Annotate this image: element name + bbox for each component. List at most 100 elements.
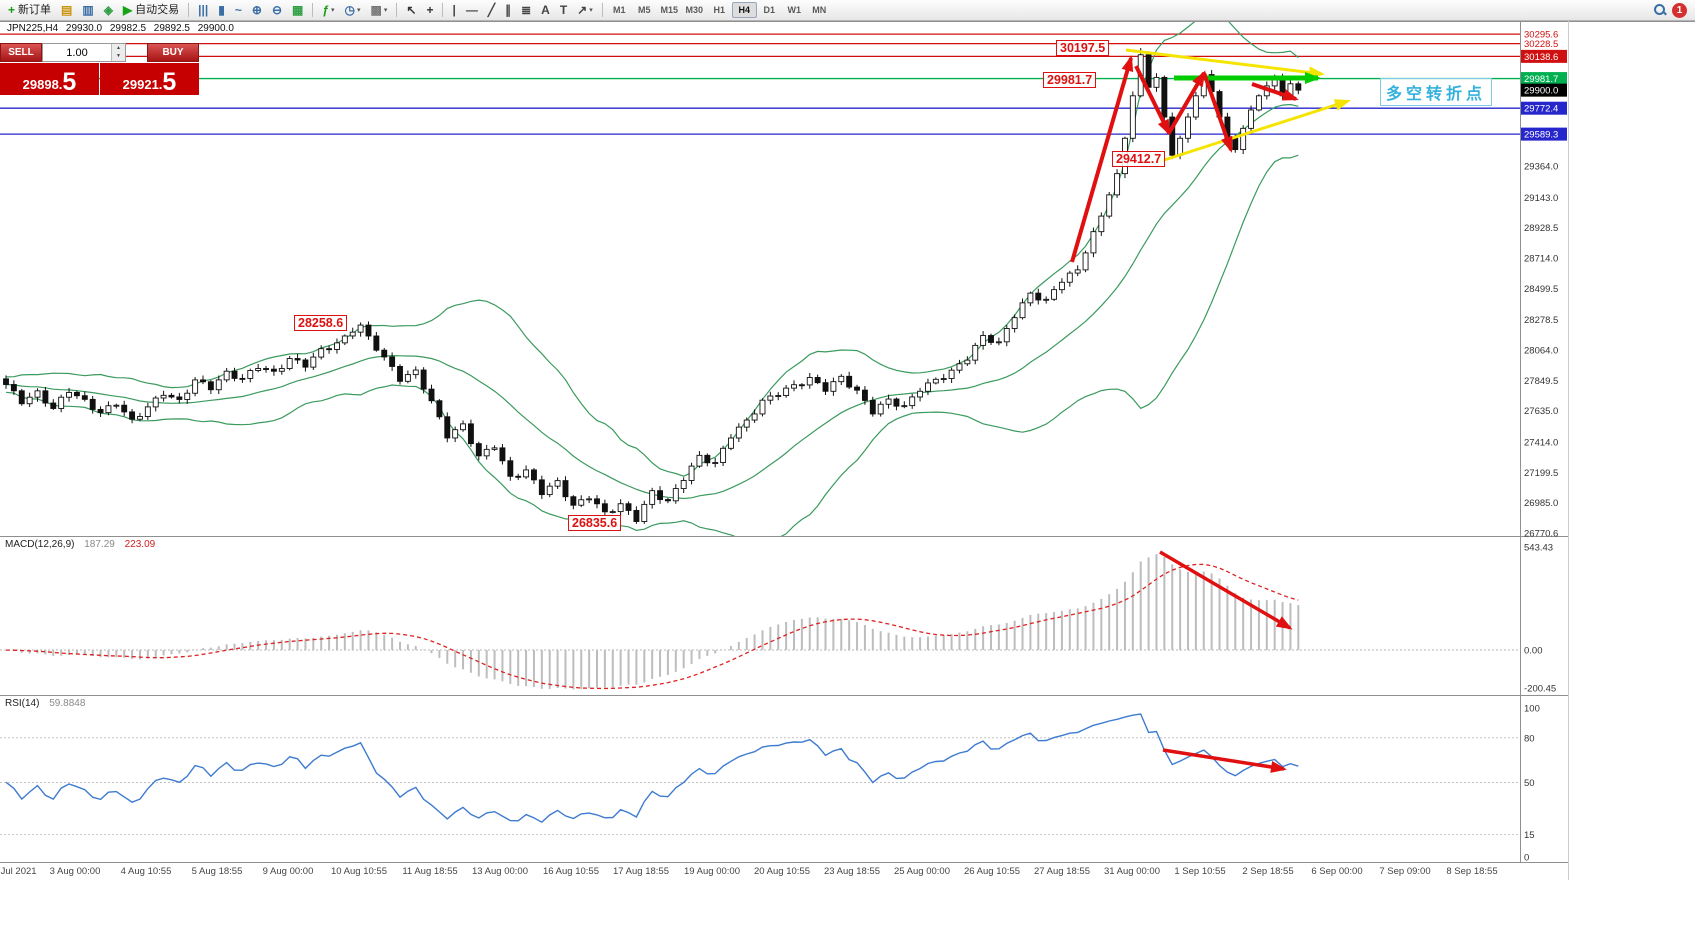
red-indicator-arrow [1159,550,1293,630]
volume-spinner: ▲ ▼ [111,44,125,61]
rsi-name: RSI(14) [5,698,40,709]
timeframe-w1-button[interactable]: W1 [782,2,807,18]
toolbar-separator [442,3,444,17]
price-callout[interactable]: 29412.7 [1112,151,1166,167]
text-icon: A [541,3,550,17]
price-callout[interactable]: 28258.6 [294,315,348,331]
svg-text:29900.0: 29900.0 [1524,86,1558,97]
price-callout[interactable]: 26835.6 [568,515,622,531]
label-button[interactable]: T [556,2,571,19]
svg-text:27635.0: 27635.0 [1524,406,1558,417]
svg-text:100: 100 [1524,704,1540,715]
zoom-in-icon: ⊕ [251,3,262,17]
charts-profile-button[interactable]: ▤ [57,2,76,19]
periods-menu-button[interactable]: ◷ ▾ [341,2,365,19]
one-click-trading-panel: SELL ▲ ▼ BUY 29898.5 29921.5 [0,43,199,95]
crosshair-icon: + [426,3,434,17]
buy-button[interactable]: BUY [147,43,199,62]
svg-text:20 Aug 10:55: 20 Aug 10:55 [754,866,810,877]
line-chart-icon: ~ [234,3,242,17]
red-zigzag-arrow [1134,65,1171,136]
autotrading-play-icon: ▶ [122,3,133,17]
svg-text:28928.5: 28928.5 [1524,223,1558,234]
crosshair-button[interactable]: + [422,2,437,19]
ohlc-high: 29982.5 [109,23,147,34]
svg-text:26 Aug 10:55: 26 Aug 10:55 [964,866,1020,877]
sell-button[interactable]: SELL [0,43,42,62]
macd-axis: 543.43 0.00 -200.45 [1524,542,1556,694]
svg-text:23 Aug 18:55: 23 Aug 18:55 [824,866,880,877]
horizontal-line-button[interactable]: — [462,2,482,19]
trendline-button[interactable]: ╱ [484,2,499,19]
notification-badge[interactable]: 1 [1672,2,1687,18]
trade-prices-row: 29898. 5 29921. 5 [0,63,199,95]
market-watch-button[interactable]: ▥ [78,2,97,19]
clock-icon: ◷ [344,3,356,17]
navigator-button[interactable]: ◈ [100,2,117,19]
svg-text:4 Aug 10:55: 4 Aug 10:55 [121,866,172,877]
svg-text:543.43: 543.43 [1524,542,1553,553]
market-watch-icon: ▥ [82,3,94,17]
search-icon[interactable] [1653,3,1667,17]
toolbar-button-label: 自动交易 [135,3,180,16]
svg-text:31 Aug 00:00: 31 Aug 00:00 [1104,866,1160,877]
svg-text:6 Sep 00:00: 6 Sep 00:00 [1311,866,1362,877]
yellow-trendline [1157,99,1351,164]
chevron-down-icon: ▾ [357,6,361,14]
line-chart-button[interactable]: ~ [231,2,246,19]
fibonacci-button[interactable]: ≣ [517,2,535,19]
rsi-line [5,713,1299,824]
timeframe-m5-button[interactable]: M5 [632,2,657,18]
ask-price[interactable]: 29921. 5 [100,63,199,95]
toolbar-separator [312,3,314,17]
svg-text:10 Aug 10:55: 10 Aug 10:55 [331,866,387,877]
arrows-menu-button[interactable]: ↗ ▾ [573,2,597,19]
templates-menu-button[interactable]: ▩ ▾ [367,2,392,19]
volume-up-button[interactable]: ▲ [112,44,125,53]
autotrading-button[interactable]: ▶ 自动交易 [119,2,183,19]
svg-text:8 Sep 18:55: 8 Sep 18:55 [1446,866,1497,877]
svg-text:27849.5: 27849.5 [1524,376,1558,387]
text-button[interactable]: A [537,2,554,19]
time-axis: 30 Jul 2021 3 Aug 00:00 4 Aug 10:55 5 Aug 1… [0,866,1498,877]
ask-price-big-digit: 5 [162,68,177,96]
red-indicator-arrow [1162,748,1287,773]
timeframe-m15-button[interactable]: M15 [657,2,682,18]
price-callout[interactable]: 30197.5 [1056,40,1110,56]
volume-down-button[interactable]: ▼ [112,52,125,61]
svg-text:28064.0: 28064.0 [1524,345,1558,356]
timeframe-h4-button[interactable]: H4 [731,2,757,18]
timeframe-mn-button[interactable]: MN [807,2,832,18]
trendline-icon: ╱ [487,3,496,17]
chevron-down-icon: ▾ [589,6,593,14]
candlestick-chart-button[interactable]: ▮ [214,2,229,19]
zoom-in-button[interactable]: ⊕ [248,2,266,19]
bid-price[interactable]: 29898. 5 [0,63,99,95]
toolbar-button-group: + 新订单 ▤ ▥ ◈ ▶ 自动交易 ||| ▮ ~ ⊕ ⊖ ▦ ƒ ▾ ◷ ▾ ▩ ▾ ↖ + | — ╱ ∥ ≣ A T ↗ ▾ M1 M… [3,0,1653,20]
cursor-button[interactable]: ↖ [402,2,420,19]
timeframe-h1-button[interactable]: H1 [707,2,732,18]
tile-windows-button[interactable]: ▦ [288,2,307,19]
svg-text:0.00: 0.00 [1524,646,1543,657]
chart-window-icon: ▤ [61,3,73,17]
new-order-button[interactable]: + 新订单 [4,2,55,19]
timeframe-m1-button[interactable]: M1 [607,2,632,18]
bar-chart-button[interactable]: ||| [194,2,212,19]
vertical-line-icon: | [452,3,456,17]
annotations[interactable] [1070,48,1351,773]
vertical-line-button[interactable]: | [448,2,459,19]
svg-text:30 Jul 2021: 30 Jul 2021 [0,866,37,877]
turning-point-note[interactable]: 多空转折点 [1380,78,1493,106]
channel-button[interactable]: ∥ [501,2,515,19]
timeframe-m30-button[interactable]: M30 [682,2,707,18]
zoom-out-button[interactable]: ⊖ [268,2,286,19]
timeframe-d1-button[interactable]: D1 [757,2,782,18]
price-callout[interactable]: 29981.7 [1043,72,1097,88]
volume-input[interactable] [43,44,111,61]
indicators-menu-button[interactable]: ƒ ▾ [318,2,338,19]
bar-chart-icon: ||| [198,3,209,17]
toolbar-separator [188,3,190,17]
macd-indicator-label: MACD(12,26,9) 187.29 223.09 [5,539,155,550]
toolbar-separator [396,3,398,17]
